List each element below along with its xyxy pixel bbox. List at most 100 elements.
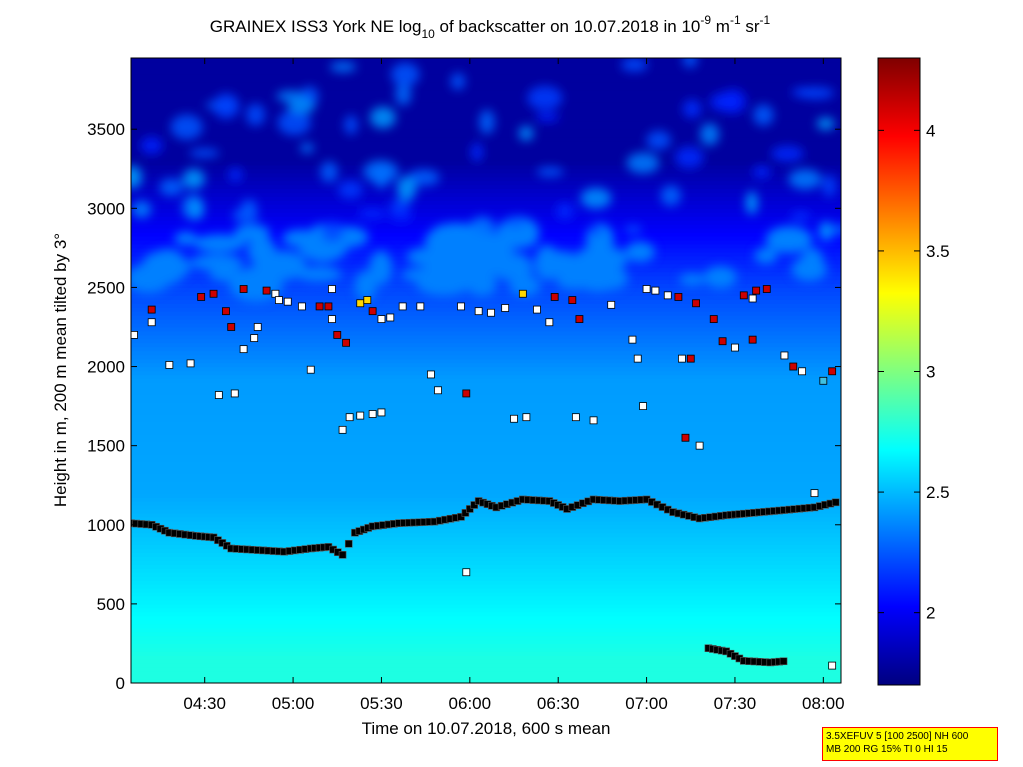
field-blob xyxy=(428,249,482,265)
detection-marker xyxy=(457,302,465,311)
y-tick-label: 1500 xyxy=(87,437,125,456)
field-strip xyxy=(131,319,841,324)
detection-marker xyxy=(283,297,292,306)
detection-marker xyxy=(633,354,642,363)
field-strip xyxy=(131,204,841,209)
field-strip xyxy=(131,544,841,550)
field-strip xyxy=(131,477,841,482)
field-blob xyxy=(232,208,259,223)
field-strip xyxy=(131,532,841,538)
field-blob xyxy=(822,174,837,198)
detection-marker xyxy=(663,291,672,300)
field-strip xyxy=(131,599,841,605)
field-blob xyxy=(408,169,440,186)
y-axis-label: Height in m, 200 m mean tilted by 3° xyxy=(51,233,70,507)
field-blob xyxy=(131,165,143,189)
info-line-2: MB 200 RG 15% TI 0 HI 15 xyxy=(826,744,948,755)
field-strip xyxy=(131,160,841,166)
processing-info-box: 3.5XEFUV 5 [100 2500] NH 600 MB 200 RG 1… xyxy=(822,727,998,761)
detection-marker xyxy=(147,305,156,314)
field-blob xyxy=(674,146,704,169)
field-strip xyxy=(131,461,841,467)
field-blob xyxy=(752,165,771,179)
field-blob xyxy=(535,245,559,281)
detection-marker xyxy=(780,351,789,360)
field-strip xyxy=(131,493,841,498)
detection-marker xyxy=(324,302,333,311)
detection-marker xyxy=(222,307,230,316)
detection-marker xyxy=(147,318,156,327)
field-blob xyxy=(704,266,737,289)
field-strip xyxy=(131,303,841,308)
x-tick-label: 04:30 xyxy=(183,694,226,713)
field-blob xyxy=(527,85,563,110)
detection-marker xyxy=(363,296,372,304)
detection-marker xyxy=(462,568,471,577)
field-blob xyxy=(140,136,163,155)
field-strip xyxy=(131,667,841,672)
field-strip xyxy=(131,148,841,154)
field-strip xyxy=(131,378,841,383)
field-strip xyxy=(131,362,841,368)
field-strip xyxy=(131,556,841,561)
detection-marker xyxy=(328,285,336,293)
backscatter-field xyxy=(131,58,841,683)
detection-marker xyxy=(165,361,174,369)
field-strip xyxy=(131,390,841,395)
field-blob xyxy=(329,61,357,73)
field-strip xyxy=(131,141,841,146)
field-blob xyxy=(390,62,420,87)
field-blob xyxy=(576,270,621,287)
field-strip xyxy=(131,572,841,577)
x-tick-label: 07:30 xyxy=(714,694,757,713)
detection-marker xyxy=(474,307,483,316)
detection-marker xyxy=(377,315,386,323)
field-strip xyxy=(131,627,841,633)
detection-marker xyxy=(642,285,651,293)
layer-point xyxy=(461,509,470,517)
field-strip xyxy=(131,61,841,67)
field-blob xyxy=(277,110,311,136)
detection-marker xyxy=(131,330,138,339)
y-tick-label: 2500 xyxy=(87,278,125,297)
layer-point xyxy=(457,513,465,521)
field-strip xyxy=(131,152,841,158)
info-line-1: 3.5XEFUV 5 [100 2500] NH 600 xyxy=(826,731,969,742)
detection-marker xyxy=(398,302,407,311)
field-strip xyxy=(131,156,841,162)
detection-marker xyxy=(253,323,262,331)
field-strip xyxy=(131,560,841,565)
field-blob xyxy=(771,145,804,162)
detection-marker xyxy=(368,410,377,418)
field-strip xyxy=(131,663,841,668)
field-strip xyxy=(131,184,841,190)
field-blob xyxy=(193,234,246,253)
field-strip xyxy=(131,410,841,415)
field-strip xyxy=(131,508,841,514)
detection-marker xyxy=(368,307,377,316)
field-blob xyxy=(682,58,698,68)
field-strip xyxy=(131,592,841,597)
field-blob xyxy=(159,178,184,197)
field-strip xyxy=(131,196,841,202)
field-strip xyxy=(131,168,841,174)
field-strip xyxy=(131,394,841,399)
field-strip xyxy=(131,588,841,593)
field-blob xyxy=(358,208,387,220)
field-blob xyxy=(765,226,813,254)
x-tick-label: 08:00 xyxy=(802,694,845,713)
field-blob xyxy=(344,115,358,135)
field-blob xyxy=(189,254,244,272)
field-strip xyxy=(131,524,841,530)
detection-marker xyxy=(510,414,518,423)
layer-point xyxy=(344,539,353,548)
field-blob xyxy=(503,217,527,229)
field-strip xyxy=(131,635,841,641)
field-blob xyxy=(621,58,648,72)
detection-marker xyxy=(545,318,554,327)
field-blob xyxy=(388,210,414,223)
field-blob xyxy=(189,148,220,158)
cloud-detections xyxy=(131,285,837,670)
detection-marker xyxy=(695,441,704,450)
